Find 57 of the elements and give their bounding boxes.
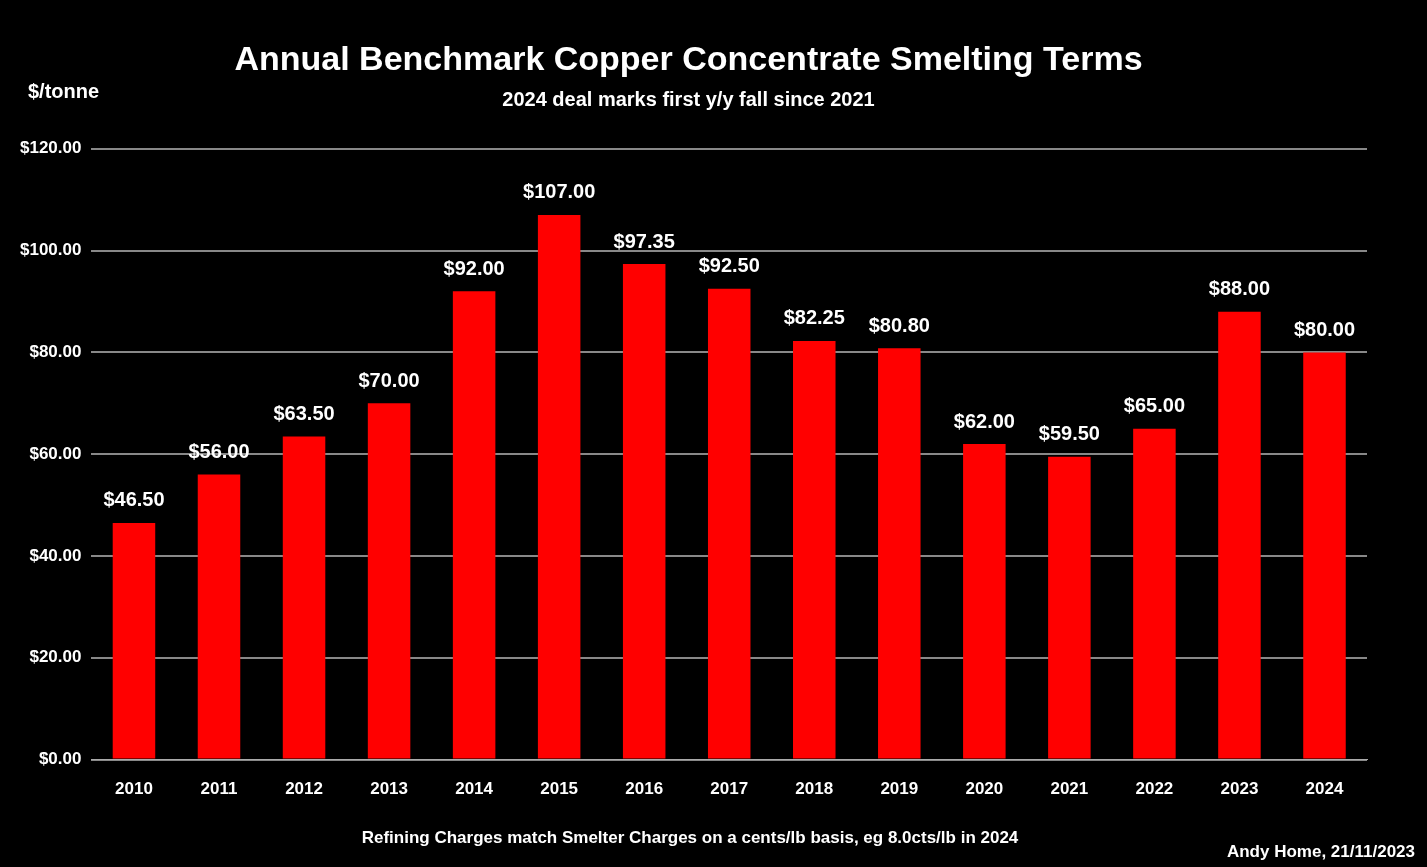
data-label: $46.50	[103, 488, 165, 511]
data-label: $63.50	[273, 401, 335, 424]
data-label: $70.00	[358, 368, 420, 391]
x-tick-label: 2015	[540, 779, 579, 799]
bar	[1218, 311, 1261, 759]
bar	[112, 522, 156, 759]
y-tick-label: $20.00	[29, 647, 82, 667]
x-tick-label: 2024	[1305, 779, 1344, 799]
data-label: $107.00	[523, 180, 596, 203]
x-tick-label: 2016	[625, 779, 664, 799]
text: Refining Charges match Smelter Charges on a cents/lb basis, eg 8.0cts/lb in 2024	[361, 827, 1019, 847]
data-label: $65.00	[1123, 394, 1185, 417]
bar	[1048, 456, 1091, 759]
data-label: $92.00	[443, 256, 505, 279]
x-tick-label: 2013	[370, 779, 408, 799]
y-axis-title: $/tonne	[28, 79, 100, 102]
data-label: $56.00	[188, 440, 250, 463]
bar	[793, 340, 836, 759]
bar	[452, 291, 496, 759]
data-label: $62.00	[953, 409, 1015, 432]
x-tick-label: 2022	[1135, 779, 1174, 799]
bar	[878, 348, 921, 759]
bar	[1303, 352, 1346, 759]
data-label: $88.00	[1208, 277, 1271, 300]
bar	[537, 214, 581, 759]
y-tick-label: $120.00	[20, 138, 82, 158]
bar	[197, 474, 241, 759]
bar	[282, 436, 326, 759]
y-tick-label: $40.00	[29, 545, 82, 565]
data-label: $59.50	[1038, 422, 1100, 445]
x-tick-label: 2011	[200, 779, 238, 799]
x-tick-label: 2012	[285, 779, 323, 799]
y-tick-label: $80.00	[29, 342, 82, 362]
bar	[963, 444, 1006, 759]
x-tick-label: 2018	[795, 779, 834, 799]
bar	[622, 264, 666, 759]
data-label: $80.00	[1293, 317, 1356, 340]
bar	[367, 403, 411, 759]
x-tick-label: 2023	[1220, 779, 1259, 799]
x-tick-label: 2010	[115, 779, 153, 799]
chart-title: Annual Benchmark Copper Concentrate Smelting Terms	[234, 38, 1143, 77]
data-label: $80.80	[868, 313, 930, 336]
x-tick-label: 2021	[1050, 779, 1089, 799]
bar	[707, 288, 751, 759]
data-label: $97.35	[613, 229, 675, 252]
x-tick-label: 2020	[965, 779, 1004, 799]
text: Andy Home, 21/11/2023	[1226, 841, 1415, 861]
y-tick-label: $0.00	[38, 749, 82, 769]
bar	[1133, 428, 1176, 759]
x-tick-label: 2019	[880, 779, 919, 799]
data-label: $82.25	[783, 306, 845, 329]
x-tick-label: 2014	[455, 779, 494, 799]
y-tick-label: $100.00	[20, 240, 82, 260]
chart-subtitle: 2024 deal marks first y/y fall since 2021	[502, 88, 875, 111]
data-label: $92.50	[698, 254, 760, 277]
y-tick-label: $60.00	[29, 443, 82, 463]
x-tick-label: 2017	[710, 779, 749, 799]
